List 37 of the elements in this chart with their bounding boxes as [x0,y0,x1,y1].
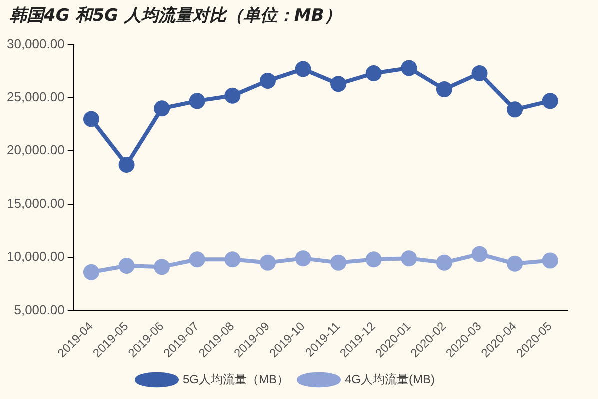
point [472,66,488,82]
point [260,254,276,271]
point [330,76,347,92]
point [436,254,452,271]
legend-label: 5G人均流量（MB） [182,372,290,386]
point [366,252,382,268]
point [260,72,276,89]
legend-label: 4G人均流量(MB) [345,372,436,386]
point [472,246,488,262]
point [83,111,100,128]
point [295,61,312,78]
point [224,88,241,104]
point [83,264,100,280]
point [542,93,558,110]
y-tick-label: 30,000.00 [6,36,65,52]
point [118,258,135,274]
point [507,256,524,272]
point [366,66,382,82]
point [118,156,135,173]
y-tick-label: 15,000.00 [6,196,65,211]
point [401,250,418,267]
point [507,102,524,118]
y-tick-label: 25,000.00 [6,90,65,105]
point [189,93,206,110]
point [224,252,241,268]
y-tick-label: 5,000.00 [14,302,65,318]
point [189,252,206,268]
point [154,100,170,117]
chart-title: 韩国4G 和5G 人均流量对比（单位：MB） [10,5,342,27]
point [154,259,170,276]
point [330,254,347,271]
point [295,250,312,267]
point [401,60,418,76]
point [436,81,452,98]
point [542,252,558,269]
y-tick-label: 10,000.00 [6,249,65,264]
y-tick-label: 20,000.00 [6,142,65,158]
